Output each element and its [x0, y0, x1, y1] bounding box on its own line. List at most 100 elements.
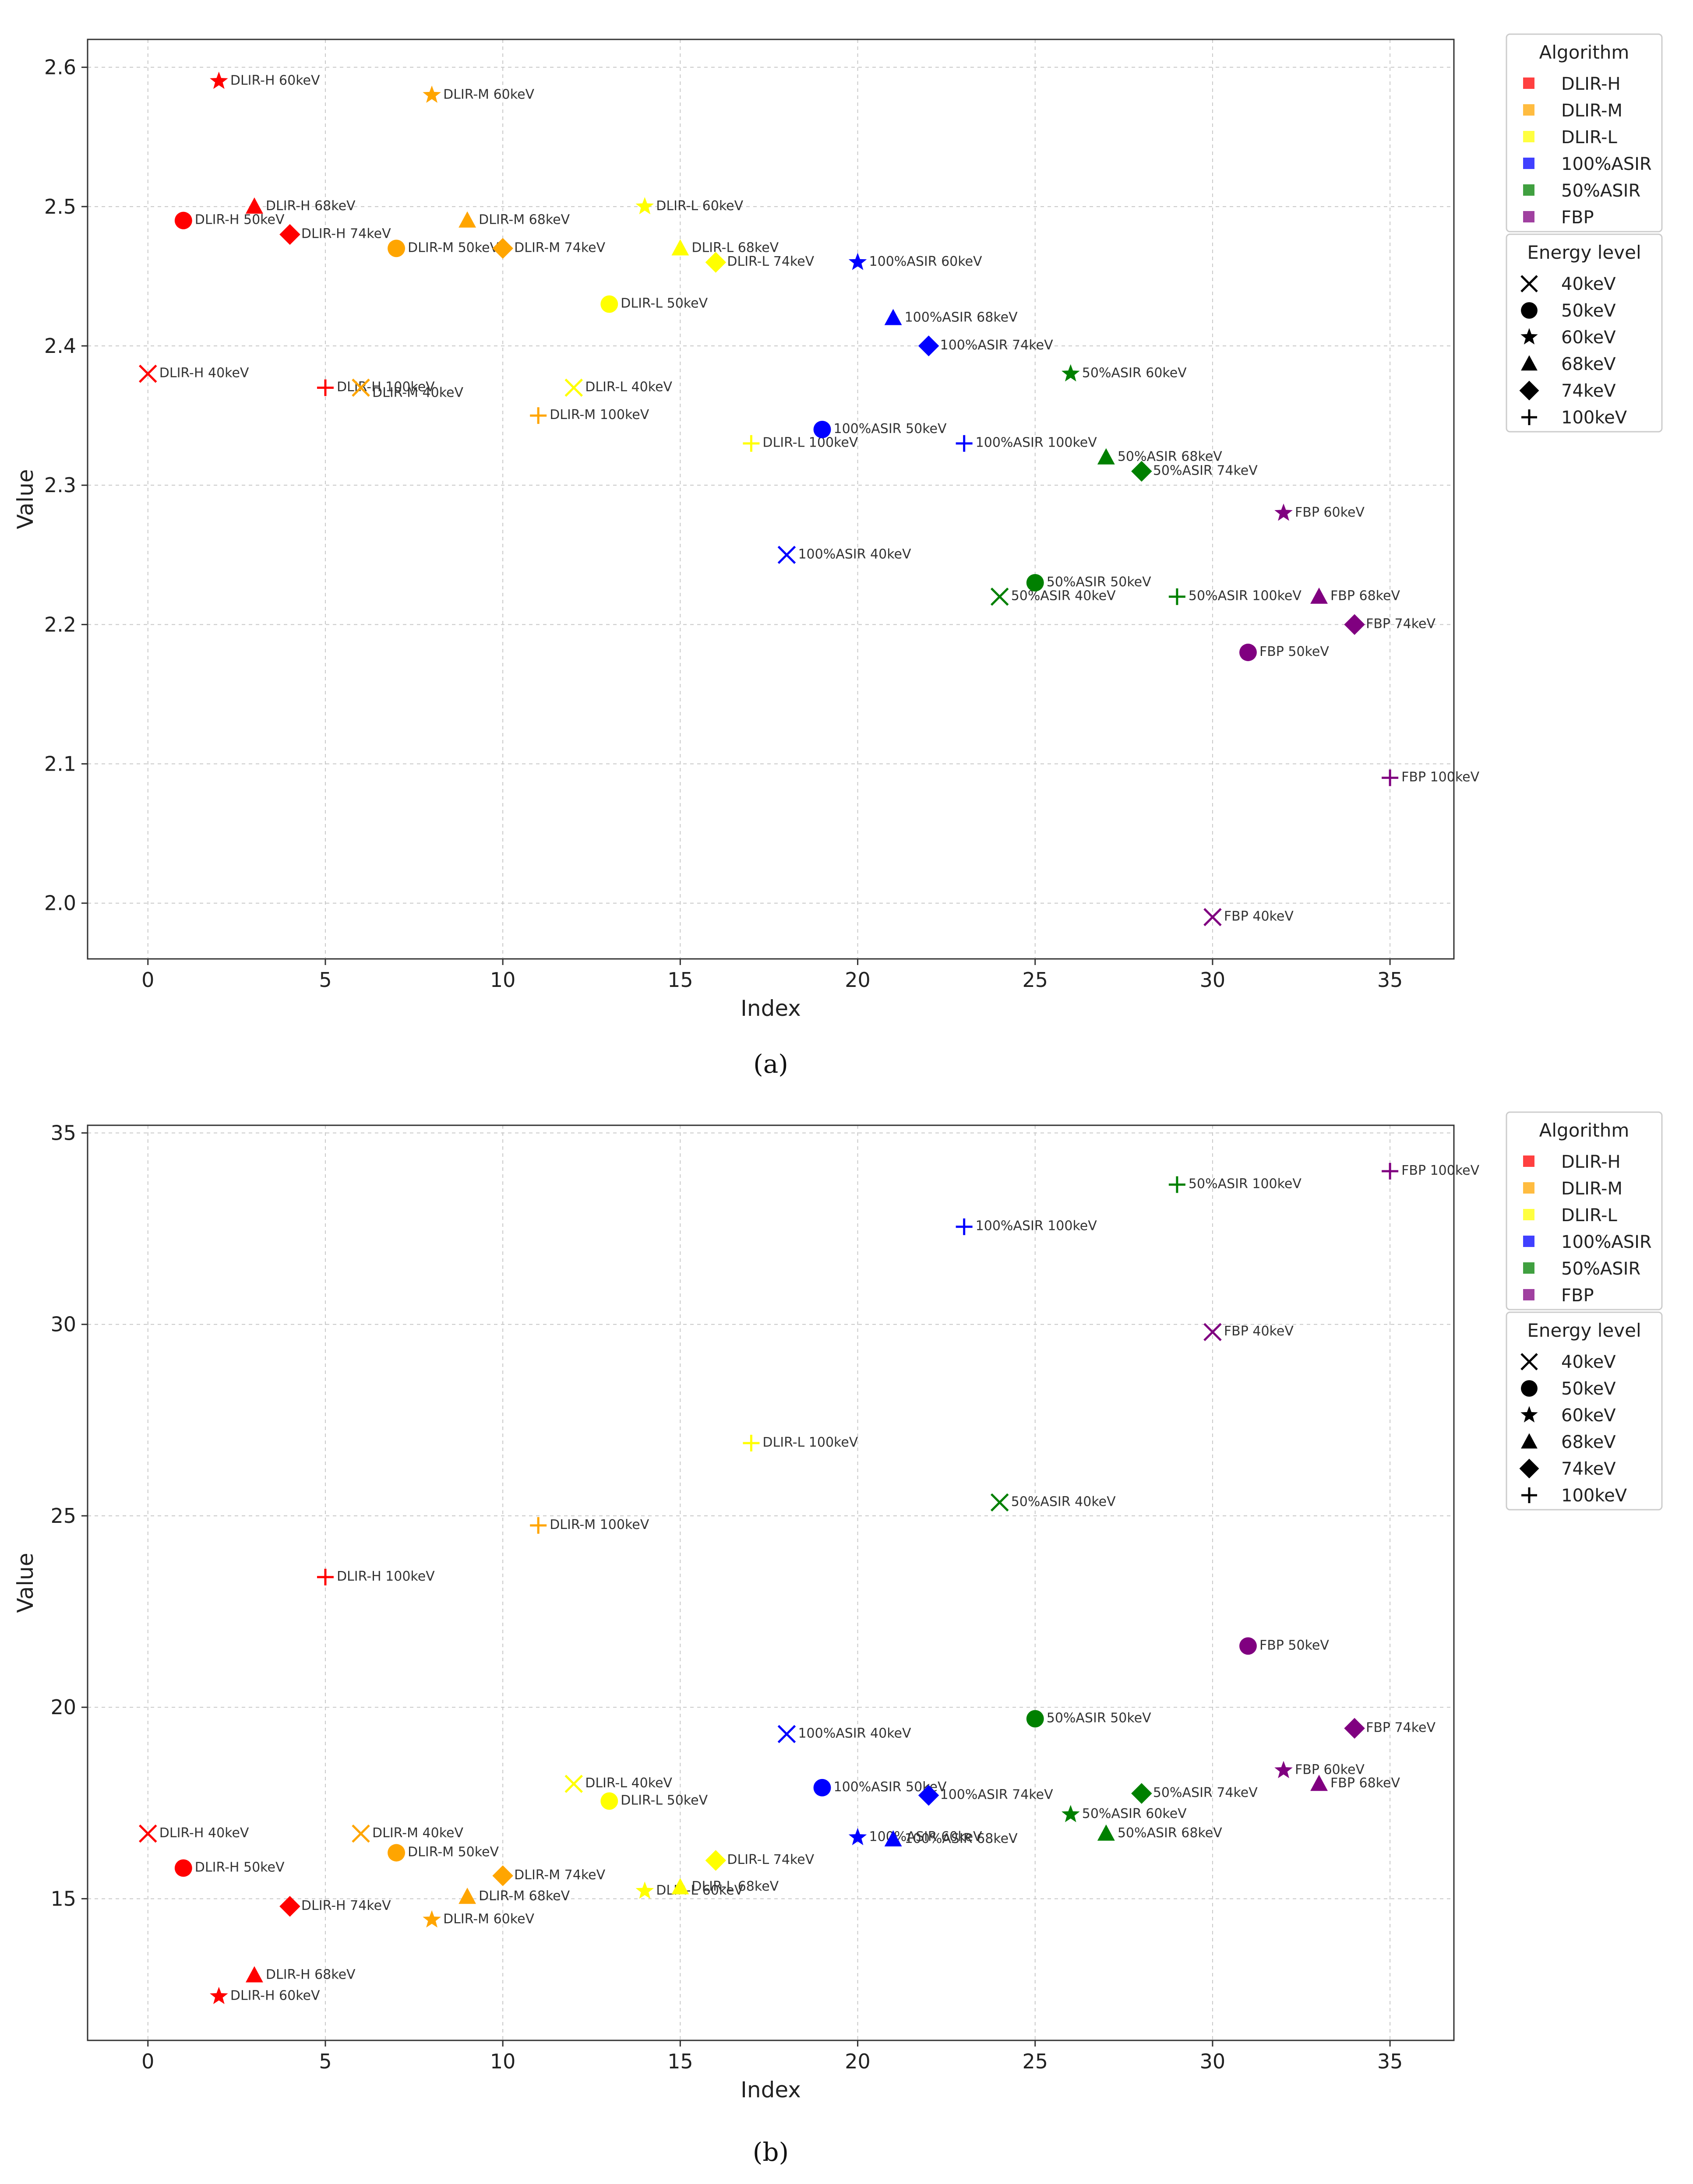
point-label: FBP 50keV — [1259, 644, 1329, 659]
point-label: 100%ASIR 100keV — [976, 1219, 1097, 1234]
legend-item: 50%ASIR — [1561, 181, 1640, 201]
legend-marker-68kev — [1521, 355, 1538, 371]
data-point — [1026, 1710, 1044, 1728]
legend-swatch — [1523, 1262, 1534, 1274]
point-label: 100%ASIR 68keV — [905, 1831, 1018, 1846]
x-tick-label: 30 — [1200, 968, 1226, 992]
data-point — [705, 1850, 727, 1871]
x-axis-label: Index — [741, 2077, 801, 2103]
y-tick-label: 2.6 — [44, 56, 76, 79]
point-label: 50%ASIR 74keV — [1153, 1785, 1258, 1800]
point-label: 50%ASIR 40keV — [1011, 588, 1116, 604]
point-label: FBP 100keV — [1401, 1163, 1479, 1178]
data-point — [1131, 461, 1152, 482]
point-label: 50%ASIR 50keV — [1047, 1710, 1151, 1726]
point-label: 50%ASIR 50keV — [1047, 574, 1151, 590]
data-point — [459, 1888, 476, 1904]
data-point — [317, 1568, 334, 1585]
plot-frame — [87, 39, 1455, 960]
data-point — [210, 1987, 228, 2004]
point-label: DLIR-M 74keV — [514, 1867, 605, 1883]
chart-panel-b: 0 5 10 15 20 25 30 35 15 20 25 30 35 Index Value DLIR-H… — [13, 1111, 1663, 2167]
energy-legend: Energy level 40keV 50keV 60keV 68keV 74keV 100… — [1506, 1311, 1663, 1511]
y-tick-label: 15 — [50, 1887, 76, 1910]
legend-marker-50kev — [1521, 1380, 1538, 1397]
point-label: DLIR-M 60keV — [443, 1912, 534, 1927]
point-label: DLIR-L 40keV — [585, 379, 672, 395]
data-point — [423, 1910, 441, 1928]
legend-item: DLIR-L — [1561, 1205, 1617, 1226]
data-point — [1344, 614, 1365, 635]
point-label: DLIR-L 50keV — [621, 1793, 708, 1808]
legend-item: 68keV — [1561, 354, 1616, 374]
point-label: 50%ASIR 40keV — [1011, 1494, 1116, 1509]
data-point — [492, 1865, 513, 1886]
data-point — [777, 1725, 796, 1744]
point-label: 100%ASIR 60keV — [869, 254, 982, 269]
data-point — [352, 378, 370, 397]
legend-title: Algorithm — [1539, 42, 1630, 63]
x-tick-label: 0 — [141, 968, 154, 992]
data-point — [1382, 769, 1399, 786]
y-axis-label: Value — [13, 469, 38, 529]
data-point — [317, 379, 334, 396]
point-label: DLIR-H 50keV — [195, 1860, 285, 1875]
algorithm-legend: Algorithm DLIR-H DLIR-M DLIR-L 100%ASIR 50%AS… — [1506, 33, 1663, 232]
x-axis-label: Index — [741, 996, 801, 1021]
data-point — [352, 1825, 370, 1843]
point-label: DLIR-M 100keV — [550, 407, 649, 423]
data-point — [777, 546, 796, 564]
gridlines — [88, 1125, 1454, 2040]
point-label: DLIR-L 60keV — [656, 198, 743, 214]
legend-item: 40keV — [1561, 1352, 1616, 1372]
point-label: 100%ASIR 68keV — [905, 310, 1018, 325]
legend-title: Energy level — [1527, 1320, 1641, 1341]
point-label: DLIR-L 74keV — [727, 254, 814, 269]
legend-item: 100%ASIR — [1561, 1232, 1652, 1252]
legend-marker-100kev — [1521, 409, 1537, 425]
legend-item: DLIR-H — [1561, 74, 1621, 94]
point-label: 100%ASIR 40keV — [798, 546, 911, 562]
y-tick-label: 2.0 — [44, 891, 76, 915]
point-label: DLIR-L 68keV — [691, 240, 779, 255]
legend-item: 50keV — [1561, 301, 1616, 321]
point-label: DLIR-H 68keV — [266, 198, 356, 214]
legend-item: FBP — [1561, 1286, 1594, 1306]
x-tick-label: 35 — [1377, 968, 1403, 992]
point-label: DLIR-M 50keV — [408, 240, 499, 255]
legend-marker-40kev — [1520, 275, 1538, 292]
point-label: DLIR-M 74keV — [514, 240, 605, 255]
point-label: DLIR-M 100keV — [550, 1517, 649, 1532]
data-point — [492, 238, 513, 259]
x-tick-label: 10 — [490, 968, 516, 992]
y-tick-label: 2.4 — [44, 334, 76, 358]
data-point — [1168, 588, 1185, 605]
legend-swatch — [1523, 104, 1534, 116]
data-point — [600, 1792, 618, 1810]
legend-item: 100keV — [1561, 408, 1627, 428]
point-label: 100%ASIR 50keV — [834, 421, 947, 437]
point-label: DLIR-L 100keV — [762, 1435, 858, 1450]
data-point — [848, 1828, 867, 1846]
point-label: DLIR-H 100keV — [337, 379, 435, 395]
data-point — [600, 295, 618, 313]
data-point — [1239, 644, 1257, 661]
legend-title: Algorithm — [1539, 1120, 1630, 1141]
point-label: FBP 74keV — [1366, 616, 1436, 631]
data-point — [956, 1218, 973, 1235]
data-point — [388, 240, 405, 257]
algorithm-legend: Algorithm DLIR-H DLIR-M DLIR-L 100%ASIR 50%AS… — [1506, 1111, 1663, 1310]
y-tick-label: 30 — [50, 1313, 76, 1336]
data-point — [743, 435, 760, 452]
data-point — [530, 407, 547, 424]
data-point — [1062, 1805, 1080, 1822]
data-point — [1131, 1783, 1152, 1804]
point-label: FBP 50keV — [1259, 1638, 1329, 1653]
point-label: DLIR-L 68keV — [691, 1879, 779, 1894]
x-tick-label: 20 — [845, 968, 871, 992]
legend-item: FBP — [1561, 208, 1594, 228]
data-point — [884, 309, 902, 325]
y-tick-label: 2.2 — [44, 613, 76, 636]
data-point — [671, 239, 689, 256]
